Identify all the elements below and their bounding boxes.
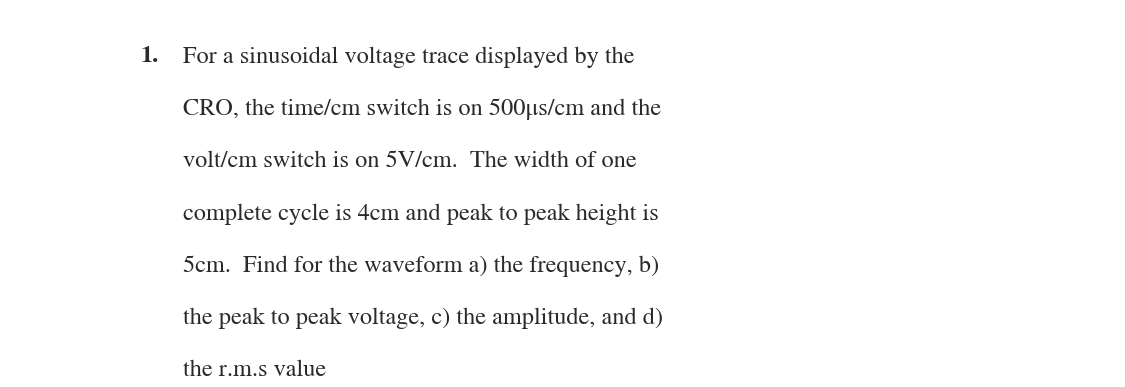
Text: 5cm.  Find for the waveform a) the frequency, b): 5cm. Find for the waveform a) the freque… bbox=[183, 255, 659, 277]
Text: CRO, the time/cm switch is on 500μs/cm and the: CRO, the time/cm switch is on 500μs/cm a… bbox=[183, 99, 662, 120]
Text: complete cycle is 4cm and peak to peak height is: complete cycle is 4cm and peak to peak h… bbox=[183, 203, 659, 224]
Text: volt/cm switch is on 5V/cm.  The width of one: volt/cm switch is on 5V/cm. The width of… bbox=[183, 151, 637, 172]
Text: 1.: 1. bbox=[141, 46, 159, 67]
Text: For a sinusoidal voltage trace displayed by the: For a sinusoidal voltage trace displayed… bbox=[183, 46, 634, 68]
Text: the r.m.s value: the r.m.s value bbox=[183, 360, 326, 381]
Text: the peak to peak voltage, c) the amplitude, and d): the peak to peak voltage, c) the amplitu… bbox=[183, 308, 664, 329]
